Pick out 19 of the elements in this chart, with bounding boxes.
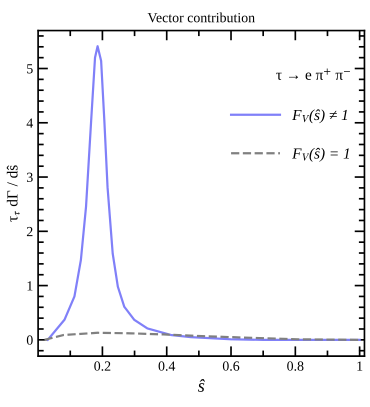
x-tick-label: 0.2 [94, 361, 110, 371]
x-axis-title: ŝ [198, 379, 205, 392]
y-tick-label: 0 [26, 335, 33, 345]
y-tick-label: 1 [28, 281, 32, 290]
chart-title: Vector contribution [148, 12, 255, 22]
y-tick-label: 5 [27, 64, 33, 74]
x-tick-label: 0.8 [287, 361, 304, 371]
legend-label: F$_{V}$(ŝ) = 1 [292, 148, 350, 162]
line-series [43, 332, 361, 341]
legend-label: F$_{V}$(ŝ) ≠ 1 [292, 109, 348, 124]
x-tick-label: 0.4 [158, 361, 176, 371]
annotation: τ → e π$^{+}$ π$^{−}$ [276, 68, 350, 80]
x-tick-label: 1 [357, 361, 362, 371]
y-tick-label: 4 [26, 118, 34, 128]
line-series [46, 45, 361, 341]
y-tick-label: 2 [26, 226, 32, 236]
y-tick-label: 3 [26, 172, 33, 182]
x-tick-label: 0.6 [222, 361, 240, 371]
y-axis-title: τ$_{τ}$ dΓ / dŝ [6, 165, 20, 222]
